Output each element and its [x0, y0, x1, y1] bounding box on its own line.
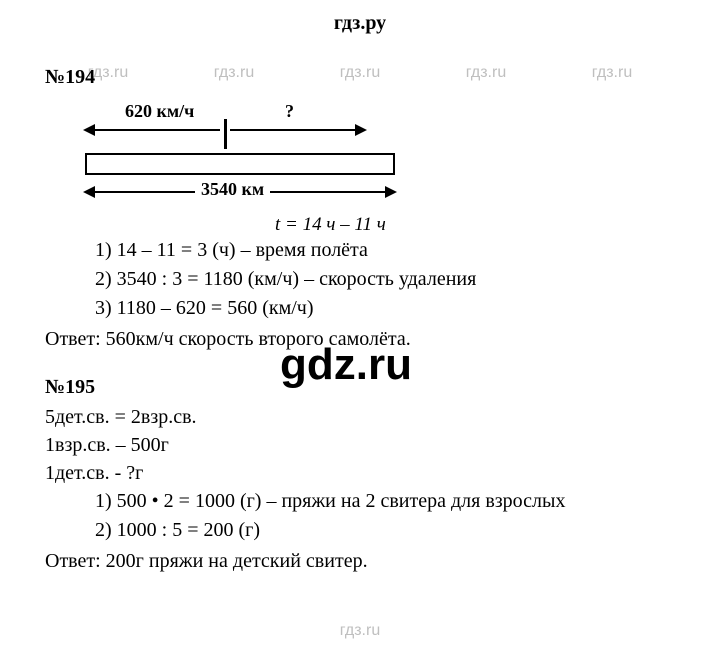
diagram-speed-left: 620 км/ч: [125, 101, 194, 122]
distance-bar: [85, 153, 395, 175]
p194-step: 2) 3540 : 3 = 1180 (км/ч) – скорость уда…: [95, 265, 675, 294]
p195-given: 5дет.св. = 2взр.св.: [45, 403, 675, 431]
diagram-speed-right: ?: [285, 101, 294, 122]
watermark-big: gdz.ru: [280, 340, 412, 390]
time-equation: t = 14 ч – 11 ч: [275, 214, 675, 236]
p195-step: 1) 500 • 2 = 1000 (г) – пряжи на 2 свите…: [95, 487, 675, 516]
page-header: гдз.ру: [0, 0, 720, 35]
vertical-tick-icon: [224, 119, 227, 149]
p195-given: 1взр.св. – 500г: [45, 431, 675, 459]
arrow-right-icon: [230, 129, 365, 131]
distance-label: 3540 км: [195, 179, 270, 200]
content-area: №194 620 км/ч ? 3540 км t = 14 ч – 11 ч …: [0, 58, 720, 576]
p194-step: 3) 1180 – 620 = 560 (км/ч): [95, 294, 675, 323]
problem-194-number: №194: [45, 66, 675, 89]
arrow-left-icon: [85, 129, 220, 131]
watermark-bottom: гдз.ru: [0, 622, 720, 640]
p195-step: 2) 1000 : 5 = 200 (г): [95, 516, 675, 545]
problem-194-diagram: 620 км/ч ? 3540 км: [85, 97, 425, 212]
p195-answer: Ответ: 200г пряжи на детский свитер.: [45, 547, 675, 576]
p195-given: 1дет.св. - ?г: [45, 459, 675, 487]
p194-step: 1) 14 – 11 = 3 (ч) – время полёта: [95, 236, 675, 265]
